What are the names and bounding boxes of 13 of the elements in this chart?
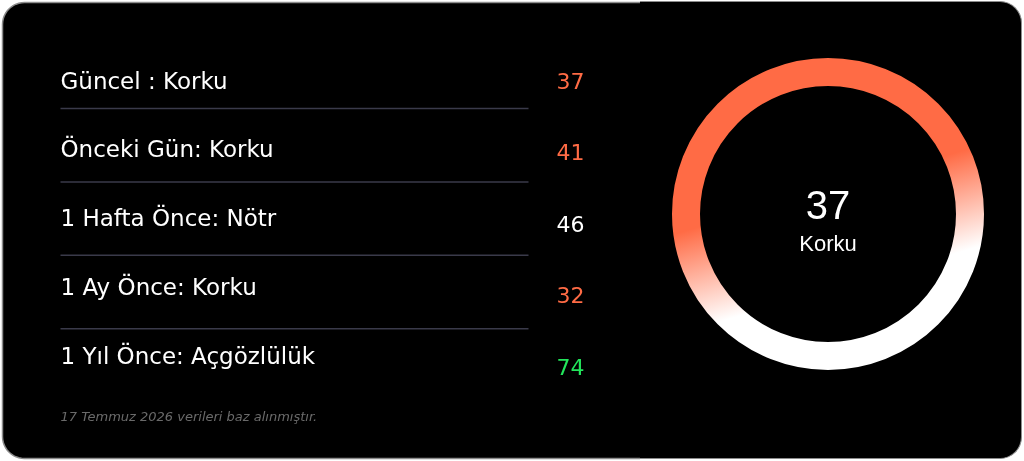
data-label: 74 (556, 354, 585, 380)
text: Korku (799, 230, 857, 256)
category-label: Önceki Gün: Korku (60, 135, 274, 163)
category-label: 1 Hafta Önce: Nötr (60, 204, 277, 231)
data-label: 32 (556, 283, 585, 308)
data-label: 37 (556, 68, 585, 94)
category-label: Güncel : Korku (60, 67, 228, 94)
text: 17 Temmuz 2026 verileri baz alınmıştır. (60, 409, 318, 424)
text: 37 (805, 183, 851, 227)
category-label: 1 Yıl Önce: Açgözlülük (60, 341, 316, 369)
data-label: 46 (556, 211, 585, 237)
data-label: 41 (556, 140, 585, 165)
category-label: 1 Ay Önce: Korku (60, 272, 257, 300)
